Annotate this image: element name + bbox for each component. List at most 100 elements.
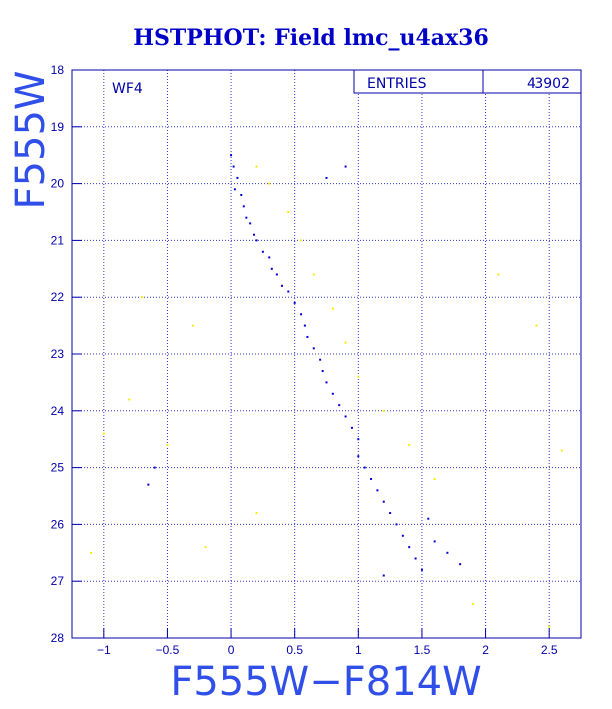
series-a-point: [382, 574, 385, 577]
panel-label: WF4: [112, 81, 143, 97]
x-tick-label: 1.5: [414, 643, 431, 657]
y-tick-label: 18: [51, 63, 65, 77]
series-a-point: [344, 165, 347, 168]
x-tick-label: 2.5: [541, 643, 558, 657]
series-a-point: [338, 404, 341, 407]
series-a-point: [280, 284, 283, 287]
y-ticks: 18 19 20 21 22 23 24 25 26 27 28: [51, 63, 82, 645]
series-a-point: [376, 489, 379, 492]
series-a-point: [408, 546, 411, 549]
series-a-point: [240, 193, 243, 196]
series-b-point: [535, 324, 538, 327]
series-a-point: [312, 347, 315, 350]
series-b-point: [357, 375, 360, 378]
x-tick-label: 0: [228, 643, 235, 657]
grid-lines: [72, 70, 581, 638]
y-tick-label: 20: [51, 177, 65, 191]
series-a-point: [249, 222, 252, 225]
stats-box: ENTRIES 4 3902: [353, 69, 582, 94]
chart-title: HSTPHOT: Field lmc_u4ax36: [133, 25, 489, 51]
y-tick-label: 22: [51, 290, 65, 304]
series-b-point: [560, 449, 563, 452]
series-a-point: [293, 301, 296, 304]
series-a-point: [325, 381, 328, 384]
series-a-point: [370, 477, 373, 480]
series-b-points: [90, 165, 563, 628]
series-b-point: [255, 165, 258, 168]
stats-entries-overprint: 4: [527, 76, 536, 92]
series-b-point: [433, 477, 436, 480]
series-a-point: [147, 483, 150, 486]
y-tick-label: 23: [51, 347, 65, 361]
series-a-point: [433, 540, 436, 543]
series-a-point: [303, 324, 306, 327]
series-a-point: [252, 233, 255, 236]
x-tick-label: −0.5: [156, 643, 180, 657]
series-a-point: [414, 557, 417, 560]
series-b-point: [204, 546, 207, 549]
series-a-point: [153, 466, 156, 469]
y-tick-label: 21: [51, 233, 65, 247]
series-a-point: [261, 250, 264, 253]
series-a-point: [232, 165, 235, 168]
y-tick-label: 26: [51, 517, 65, 531]
y-tick-label: 24: [51, 404, 65, 418]
x-tick-label: 2: [482, 643, 489, 657]
series-a-point: [287, 290, 290, 293]
series-a-point: [230, 154, 233, 157]
series-a-point: [300, 313, 303, 316]
series-a-point: [427, 517, 430, 520]
plot-area: −1 −0.5 0 0.5 1 1.5 2 2.5 18 19 20 21 22 23 24 25 26 27 2…: [51, 63, 582, 657]
series-b-point: [255, 512, 258, 515]
series-a-point: [321, 370, 324, 373]
series-a-point: [306, 335, 309, 338]
stats-entries-value: 3902: [534, 76, 570, 92]
series-b-point: [268, 182, 271, 185]
y-tick-label: 28: [51, 631, 65, 645]
series-a-point: [236, 176, 239, 179]
x-ticks: −1 −0.5 0 0.5 1 1.5 2 2.5: [97, 628, 558, 657]
series-a-point: [325, 176, 328, 179]
series-b-point: [90, 551, 93, 554]
series-a-point: [389, 512, 392, 515]
series-b-point: [471, 602, 474, 605]
series-a-point: [382, 500, 385, 503]
series-a-point: [233, 188, 236, 191]
series-a-point: [275, 273, 278, 276]
series-b-point: [287, 211, 290, 213]
series-b-point: [312, 273, 315, 276]
x-tick-label: 1: [355, 643, 362, 657]
series-a-point: [319, 358, 322, 361]
series-a-point: [459, 563, 462, 566]
x-tick-label: −1: [97, 643, 111, 657]
series-b-point: [497, 273, 500, 276]
series-b-point: [128, 398, 131, 401]
series-b-point: [140, 296, 143, 299]
series-b-point: [191, 324, 194, 327]
series-b-point: [382, 409, 385, 412]
series-a-point: [245, 216, 248, 219]
y-axis-title: F555W: [8, 71, 54, 210]
series-a-point: [242, 205, 245, 208]
series-a-point: [357, 455, 360, 458]
y-tick-label: 27: [51, 574, 65, 588]
series-b-point: [166, 443, 169, 446]
series-a-point: [446, 551, 449, 554]
series-a-point: [268, 256, 271, 259]
series-a-point: [331, 392, 334, 395]
series-a-point: [344, 415, 347, 418]
series-a-point: [350, 426, 353, 429]
series-b-point: [102, 432, 105, 435]
y-tick-label: 25: [51, 461, 65, 475]
series-a-point: [357, 438, 360, 441]
series-b-point: [300, 239, 303, 242]
series-b-point: [344, 341, 347, 344]
stats-box-frame: [353, 69, 582, 94]
series-b-point: [408, 443, 411, 446]
series-b-point: [331, 307, 334, 310]
series-a-point: [401, 534, 404, 537]
series-a-points: [147, 154, 462, 577]
series-a-point: [420, 568, 423, 571]
series-a-point: [270, 267, 273, 270]
